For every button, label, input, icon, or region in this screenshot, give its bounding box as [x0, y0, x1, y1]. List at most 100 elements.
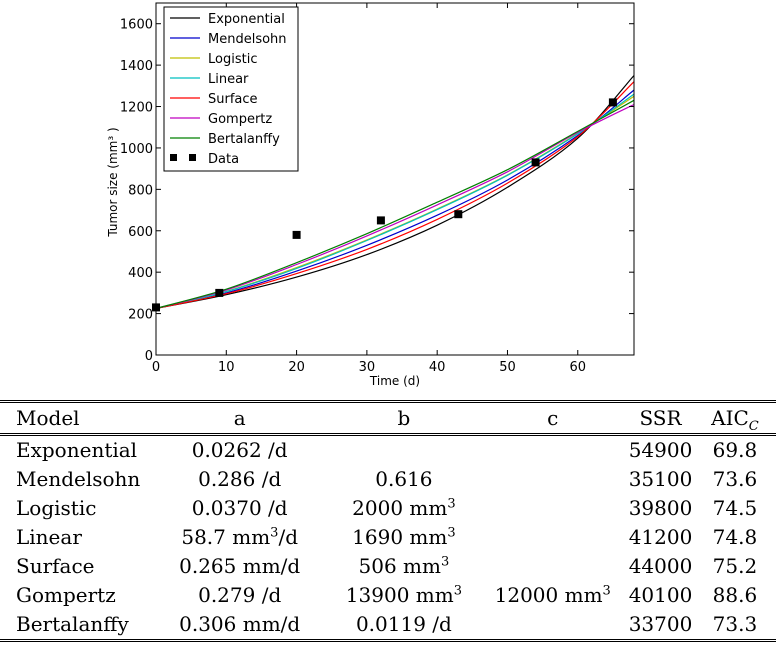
cell-ssr: 54900: [628, 438, 693, 462]
cell-c-superscript: 3: [602, 583, 611, 599]
series-line-gompertz: [155, 103, 635, 309]
cell-c: [478, 465, 627, 494]
cell-b: 0.0119 /d: [329, 610, 479, 642]
y-tick-label: 0: [145, 349, 153, 364]
cell-c: [478, 552, 627, 581]
y-tick-label: 1200: [120, 101, 153, 116]
cell-ssr: 33700: [627, 610, 694, 642]
cell-ssr: 41200: [628, 525, 693, 549]
data-point: [292, 230, 301, 239]
legend-label: Linear: [208, 72, 249, 87]
table-row: Gompertz 0.279 /d 13900 mm3 12000 mm3 40100 8…: [0, 581, 776, 610]
table-row: Mendelsohn 0.286 /d 0.616 35100 73.6: [0, 465, 776, 494]
cell-a: 0.286 /d: [198, 467, 282, 491]
series-layer: [155, 75, 635, 309]
y-tick-label: 1600: [120, 18, 153, 33]
cell-b: 13900 mm3: [345, 583, 462, 607]
y-tick-label: 1000: [120, 142, 153, 157]
cell-c: [478, 494, 627, 523]
header-model: Model: [0, 400, 150, 436]
table-row: Bertalanffy 0.306 mm/d 0.0119 /d 33700 73.3: [0, 610, 776, 642]
cell-b-superscript: 3: [440, 554, 450, 570]
y-tick-label: 600: [128, 225, 153, 240]
cell-aic: 88.6: [712, 583, 758, 607]
header-ssr: SSR: [627, 400, 694, 436]
legend-label: Bertalanffy: [208, 132, 280, 147]
cell-aic: 74.8: [712, 525, 758, 549]
x-tick-label: 60: [569, 360, 586, 375]
legend-marker: [170, 154, 177, 161]
x-tick-label: 10: [218, 360, 235, 375]
data-point: [454, 210, 463, 219]
cell-b-superscript: 3: [447, 496, 456, 512]
legend-label: Exponential: [208, 12, 285, 27]
legend-label: Mendelsohn: [208, 32, 287, 47]
cell-b: 506 mm3: [358, 554, 450, 578]
cell-model: Logistic: [16, 496, 97, 520]
series-line-surface: [155, 81, 635, 309]
y-tick-label: 1400: [120, 59, 153, 74]
cell-a: 0.306 mm/d: [149, 610, 330, 642]
results-table-container: Model a b c SSR AICC Exponential 0.0262 /…: [0, 400, 776, 642]
cell-a: 58.7 mm3/d: [181, 525, 298, 549]
cell-model: Bertalanffy: [0, 610, 150, 642]
x-tick-label: 50: [499, 360, 516, 375]
cell-a-superscript: 3: [270, 525, 279, 541]
header-aic-sub: C: [748, 419, 759, 434]
cell-aic: 74.5: [712, 496, 758, 520]
cell-c: [478, 610, 628, 642]
series-line-exponential: [155, 75, 635, 309]
x-tick-label: 40: [429, 360, 446, 375]
table-row: Logistic 0.0370 /d 2000 mm3 39800 74.5: [0, 494, 776, 523]
cell-b-superscript: 3: [453, 583, 462, 599]
x-tick-label: 20: [288, 360, 305, 375]
legend: Exponential Mendelsohn Logistic Linear Surfa…: [163, 6, 299, 172]
cell-ssr: 35100: [628, 467, 693, 491]
legend-label: Data: [208, 152, 239, 167]
model-results-table: Model a b c SSR AICC Exponential 0.0262 /…: [0, 400, 776, 642]
series-line-linear: [155, 93, 635, 309]
y-tick-label: 400: [128, 266, 153, 281]
legend-box: [163, 6, 299, 172]
cell-b: 2000 mm3: [352, 496, 456, 520]
series-line-mendelsohn: [155, 89, 635, 309]
cell-a: 0.265 mm/d: [179, 554, 301, 578]
header-a: a: [149, 400, 330, 436]
cell-aic: 69.8: [712, 438, 758, 462]
y-tick-label: 800: [128, 183, 153, 198]
legend-marker: [189, 154, 196, 161]
cell-a: 0.0262 /d: [191, 438, 288, 462]
table-row: Exponential 0.0262 /d 54900 69.8: [0, 435, 776, 466]
cell-c: [478, 435, 627, 466]
x-axis-label: Time (d): [369, 374, 420, 388]
legend-label: Surface: [208, 92, 258, 107]
legend-label: Logistic: [208, 52, 257, 67]
x-tick-label: 0: [152, 360, 160, 375]
series-line-bertalanffy: [155, 99, 635, 309]
cell-aic: 73.3: [693, 610, 776, 642]
table-body: Exponential 0.0262 /d 54900 69.8 Mendelsohn 0…: [0, 435, 776, 642]
data-point: [608, 98, 617, 107]
cell-model: Linear: [16, 525, 82, 549]
y-axis-label: Tumor size (mm³ ): [106, 127, 120, 237]
table-row: Surface 0.265 mm/d 506 mm3 44000 75.2: [0, 552, 776, 581]
header-aic: AICC: [693, 400, 776, 436]
cell-model: Surface: [16, 554, 95, 578]
growth-chart: 0 10 20 30 40 50 60020040060080010001200140016…: [106, 2, 635, 388]
plot-frame: [155, 2, 635, 356]
cell-aic: 75.2: [712, 554, 758, 578]
header-c: c: [478, 400, 628, 436]
cell-c: [478, 523, 627, 552]
cell-ssr: 44000: [628, 554, 693, 578]
cell-a: 0.279 /d: [198, 583, 282, 607]
cell-aic: 73.6: [712, 467, 758, 491]
cell-b: [329, 435, 478, 466]
data-point: [531, 158, 540, 167]
cell-b: 1690 mm3: [352, 525, 456, 549]
x-tick-label: 30: [359, 360, 376, 375]
legend-label: Gompertz: [208, 112, 272, 127]
cell-a: 0.0370 /d: [191, 496, 288, 520]
y-tick-label: 200: [128, 308, 153, 323]
cell-b-superscript: 3: [447, 525, 456, 541]
header-b: b: [329, 400, 479, 436]
